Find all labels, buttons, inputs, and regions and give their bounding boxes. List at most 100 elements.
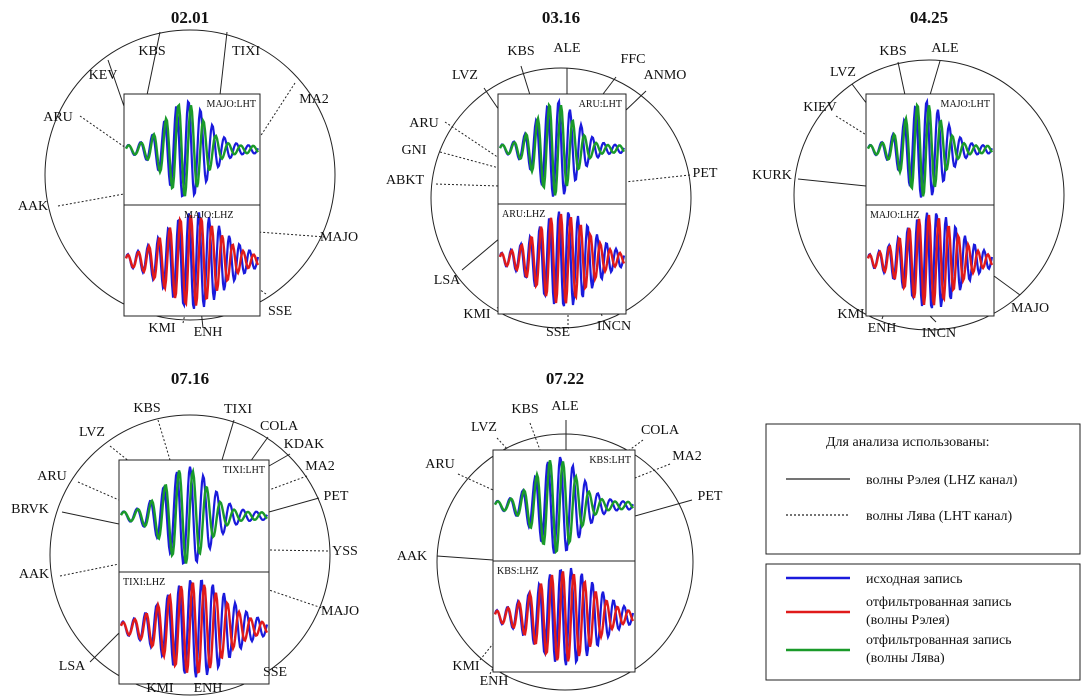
station-label-enh: ENH <box>868 321 897 336</box>
station-label-enh: ENH <box>194 325 223 340</box>
station-label-kmi: KMI <box>148 321 176 336</box>
panel-title: 07.16 <box>171 369 209 388</box>
station-line-lsa <box>461 237 501 271</box>
station-line-aak <box>57 193 125 207</box>
station-label-tixi: TIXI <box>224 402 252 417</box>
inset-label-top: MAJO:LHT <box>941 99 990 110</box>
trace-love-filtered <box>124 102 259 197</box>
station-label-majo: MAJO <box>321 604 359 619</box>
station-line-ma2 <box>634 463 671 479</box>
inset-label-bottom: TIXI:LHZ <box>123 577 165 588</box>
station-label-kbs: KBS <box>507 44 534 59</box>
station-line-aru <box>77 481 120 501</box>
panel-title: 02.01 <box>171 8 209 27</box>
station-line-aru <box>457 473 494 491</box>
station-line-brvk <box>61 511 120 525</box>
station-label-pet: PET <box>324 489 349 504</box>
legend-line-types: Для анализа использованы: волны Рэлея (L… <box>765 423 1081 555</box>
station-line-majo <box>257 231 326 238</box>
station-line-tixi <box>219 31 228 96</box>
station-label-pet: PET <box>698 489 723 504</box>
station-label-lvz: LVZ <box>452 68 478 83</box>
station-label-brvk: BRVK <box>11 502 49 517</box>
station-line-majo <box>268 589 326 610</box>
station-line-yss <box>268 549 329 552</box>
station-label-majo: MAJO <box>1011 301 1049 316</box>
station-label-sse: SSE <box>546 325 570 340</box>
station-label-kdak: KDAK <box>284 437 324 452</box>
station-line-aru <box>79 115 127 149</box>
station-line-pet <box>268 497 320 513</box>
station-label-aru: ARU <box>43 110 73 125</box>
station-label-ale: ALE <box>931 41 958 56</box>
trace-rayleigh-filtered <box>119 582 269 674</box>
station-line-aak <box>436 555 494 561</box>
inset-label-bottom: MAJO:LHZ <box>870 210 919 221</box>
station-label-kev: KEV <box>89 68 118 83</box>
inset-label-bottom: ARU:LHZ <box>502 209 545 220</box>
inset-label-top: KBS:LHT <box>589 455 631 466</box>
station-line-kbs <box>520 65 531 96</box>
station-line-tixi <box>221 419 235 461</box>
station-label-kbs: KBS <box>511 402 538 417</box>
station-line-pet <box>634 499 693 517</box>
legend-box-trace-colors <box>765 563 1081 681</box>
station-label-kmi: KMI <box>463 307 491 322</box>
station-line-anmo <box>623 90 647 113</box>
panel-circle <box>436 433 694 691</box>
station-line-aak <box>59 563 120 577</box>
station-line-lvz <box>496 437 511 453</box>
legend-title: Для анализа использованы: <box>826 435 990 450</box>
station-line-incn <box>929 315 937 323</box>
panel-title: 07.22 <box>546 369 584 388</box>
station-line-aru <box>444 121 500 159</box>
station-line-majo <box>993 275 1021 296</box>
station-label-ma2: MA2 <box>672 449 702 464</box>
station-label-kmi: KMI <box>837 307 865 322</box>
panel-07-22: KBS:LHT KBS:LHZ 07.22 KBS ALE LVZ COLA MA2 ARU PE… <box>397 369 723 691</box>
station-label-ale: ALE <box>553 41 580 56</box>
station-label-sse: SSE <box>268 304 292 319</box>
station-line-kbs <box>146 31 161 96</box>
station-label-yss: YSS <box>332 544 358 559</box>
station-label-ma2: MA2 <box>299 92 329 107</box>
station-line-lsa <box>89 629 123 663</box>
station-label-majo: MAJO <box>320 230 358 245</box>
station-label-aru: ARU <box>37 469 67 484</box>
station-line-kbs <box>157 419 171 461</box>
trace-rayleigh-filtered <box>493 571 635 662</box>
station-label-incn: INCN <box>922 326 956 341</box>
station-label-gni: GNI <box>402 143 427 158</box>
panel-04-25: MAJO:LHT MAJO:LHZ 04.25 KBS ALE LVZ KIEV KURK KM… <box>752 8 1065 341</box>
station-label-cola: COLA <box>641 423 680 438</box>
station-label-aru: ARU <box>425 457 455 472</box>
station-label-ma2: MA2 <box>305 459 335 474</box>
trace-rayleigh-filtered <box>498 213 626 304</box>
panel-circle <box>44 29 336 321</box>
station-label-aru: ARU <box>409 116 439 131</box>
station-label-abkt: ABKT <box>386 173 425 188</box>
station-label-enh: ENH <box>194 681 223 696</box>
station-label-kiev: KIEV <box>803 100 836 115</box>
inset-label-top: ARU:LHT <box>579 99 622 110</box>
station-line-cola <box>249 436 269 463</box>
panels-layer: MAJO:LHT MAJO:LHZ 02.01 KBS TIXI KEV MA2 ARU AAK… <box>11 8 1065 696</box>
station-label-kurk: KURK <box>752 168 792 183</box>
station-line-kurk <box>797 178 867 187</box>
trace-love-filtered <box>498 101 626 196</box>
station-label-kbs: KBS <box>138 44 165 59</box>
station-line-ma2 <box>268 475 308 491</box>
trace-love-filtered <box>493 460 634 555</box>
station-label-lsa: LSA <box>59 659 86 674</box>
trace-love-filtered <box>866 101 994 197</box>
legend-filtered-rayleigh: отфильтрованная запись <box>866 595 1012 610</box>
trace-rayleigh-filtered <box>124 214 260 308</box>
station-label-lvz: LVZ <box>471 420 497 435</box>
trace-rayleigh-filtered <box>866 214 994 306</box>
station-label-kmi: KMI <box>452 659 480 674</box>
station-line-kiev <box>835 115 869 137</box>
legend-filtered-rayleigh-paren: (волны Рэлея) <box>866 613 950 628</box>
panel-07-16: TIXI:LHT TIXI:LHZ 07.16 KBS TIXI COLA KDAK MA2 P… <box>11 369 359 696</box>
